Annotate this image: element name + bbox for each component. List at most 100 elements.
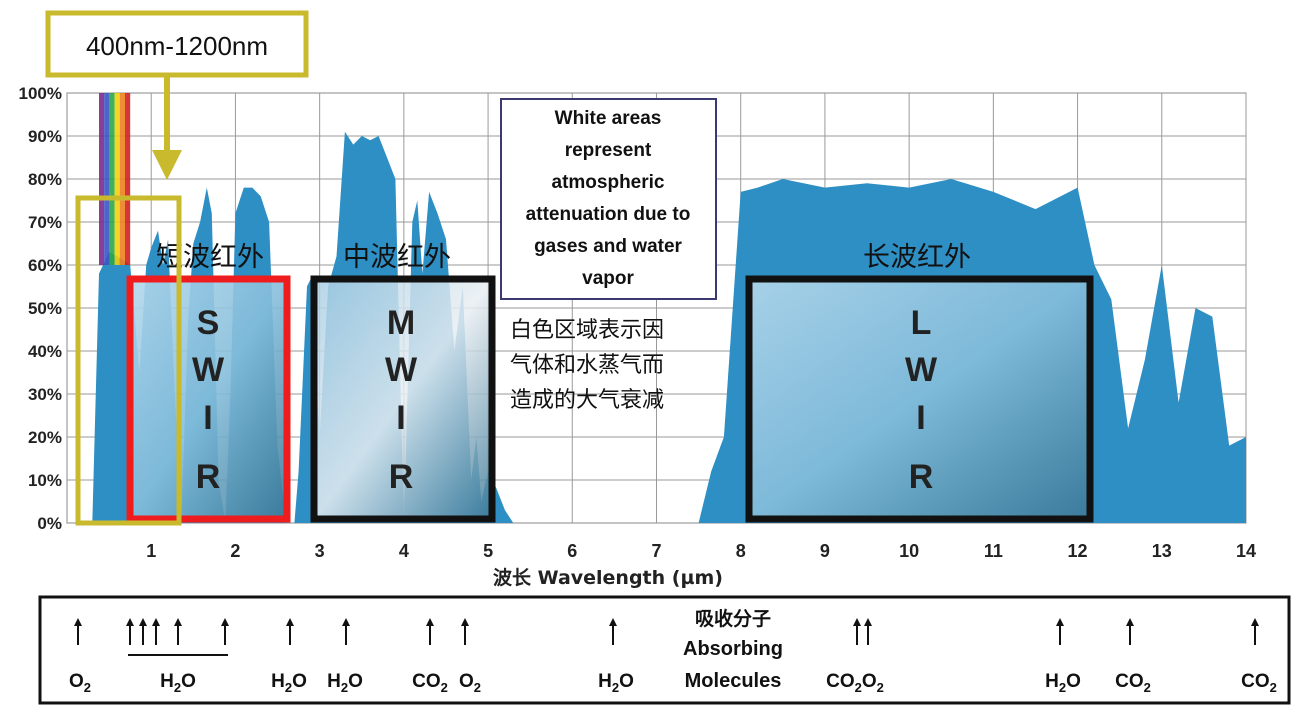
swir-region [126, 275, 291, 523]
y-axis-ticks: 0% 10% 20% 30% 40% 50% 60% 70% 80% 90% 100% [19, 84, 62, 533]
visible-range-callout: 400nm-1200nm [45, 10, 309, 526]
y-tick-label: 40% [28, 342, 62, 361]
y-tick-label: 100% [19, 84, 62, 103]
absorption-arrow-head [286, 618, 294, 626]
absorption-arrow-head [126, 618, 134, 626]
y-tick-label: 0% [37, 514, 62, 533]
lwir-letter: I [916, 399, 925, 437]
note-line: atmospheric [552, 172, 665, 193]
absorption-arrow-head [221, 618, 229, 626]
range-box [75, 195, 182, 526]
swir-letter: S [197, 304, 220, 342]
x-tick-label: 10 [899, 541, 919, 561]
y-tick-label: 90% [28, 127, 62, 146]
lwir-letter: L [911, 304, 932, 342]
note-line: gases and water [534, 236, 682, 257]
visible-stripe [119, 93, 125, 265]
visible-stripe [109, 93, 115, 265]
molecule-arrows [74, 618, 1259, 645]
y-tick-label: 50% [28, 299, 62, 318]
note-zh-line: 白色区域表示因 [510, 318, 664, 343]
absorption-arrow-head [1056, 618, 1064, 626]
molecule-label: O2 [459, 671, 481, 695]
absorption-arrow-head [1251, 618, 1259, 626]
lwir-zh-label: 长波红外 [863, 242, 971, 273]
swir-letter: W [192, 351, 225, 389]
mwir-letter: M [387, 304, 415, 342]
absorbing-title-zh: 吸收分子 [695, 607, 771, 630]
x-tick-label: 7 [651, 541, 661, 561]
absorption-arrow-head [74, 618, 82, 626]
molecule-label: H2O [1045, 671, 1081, 695]
x-tick-label: 1 [146, 541, 156, 561]
x-tick-label: 9 [820, 541, 830, 561]
absorbing-title-en: Absorbing [683, 638, 783, 660]
mwir-letter: I [396, 399, 405, 437]
swir-box [126, 275, 291, 523]
x-tick-label: 13 [1152, 541, 1172, 561]
range-label: 400nm-1200nm [86, 31, 268, 61]
x-tick-label: 12 [1068, 541, 1088, 561]
absorption-arrow-head [174, 618, 182, 626]
molecule-label: CO2 [1241, 671, 1277, 695]
absorbing-title-en: Molecules [685, 670, 782, 692]
absorption-arrow-head [152, 618, 160, 626]
range-label-box [45, 10, 309, 78]
mwir-zh-label: 中波红外 [343, 242, 451, 273]
x-tick-label: 4 [399, 541, 409, 561]
note-line: White areas [555, 108, 662, 129]
x-tick-label: 8 [736, 541, 746, 561]
absorbing-molecules-panel: O2 H2O H2O H2O CO2 O2 H2O CO2O2 H2O CO2 CO2 吸收分子 A… [38, 595, 1291, 705]
lwir-box [745, 275, 1094, 523]
visible-stripe [99, 93, 105, 265]
x-axis-label: 波长 Wavelength (µm) [493, 566, 723, 589]
y-tick-label: 70% [28, 213, 62, 232]
x-tick-label: 2 [230, 541, 240, 561]
swir-letter: R [196, 458, 221, 496]
lwir-letters: L W I R [905, 304, 938, 496]
x-axis-ticks: 1 2 3 4 5 6 7 8 9 10 11 12 13 14 [146, 541, 1256, 561]
visible-spectrum-stripes [99, 93, 131, 265]
molecule-label: CO2O2 [826, 671, 884, 695]
mwir-region [310, 275, 496, 523]
x-tick-label: 5 [483, 541, 493, 561]
x-tick-label: 6 [567, 541, 577, 561]
swir-letter: I [203, 399, 212, 437]
mwir-letter: W [385, 351, 418, 389]
swir-zh-label: 短波红外 [156, 242, 264, 273]
note-line: attenuation due to [526, 204, 691, 225]
absorption-arrow-head [139, 618, 147, 626]
x-tick-label: 14 [1236, 541, 1256, 561]
mwir-letters: M W I R [385, 304, 418, 496]
absorption-arrow-head [1126, 618, 1134, 626]
molecule-label: H2O [327, 671, 363, 695]
x-tick-label: 3 [315, 541, 325, 561]
mwir-box [310, 275, 496, 523]
y-tick-label: 20% [28, 428, 62, 447]
swir-letters: S W I R [192, 304, 225, 496]
note-box [500, 98, 717, 300]
lwir-letter: R [909, 458, 934, 496]
absorption-arrow-head [426, 618, 434, 626]
molecule-label: H2O [271, 671, 307, 695]
range-arrow-head [152, 150, 182, 180]
absorption-arrow-head [853, 618, 861, 626]
visible-stripe [104, 93, 110, 265]
y-tick-label: 80% [28, 170, 62, 189]
lwir-region [745, 275, 1094, 523]
note-zh-line: 造成的大气衰减 [510, 388, 664, 413]
molecule-label: O2 [69, 671, 91, 695]
molecule-label: CO2 [412, 671, 448, 695]
note-zh-line: 气体和水蒸气而 [510, 353, 664, 378]
visible-stripe [125, 93, 131, 265]
molecule-label: CO2 [1115, 671, 1151, 695]
note-line: represent [565, 140, 652, 161]
note-zh: 白色区域表示因 气体和水蒸气而 造成的大气衰减 [510, 318, 664, 413]
absorption-arrow-head [342, 618, 350, 626]
note-line: vapor [582, 268, 634, 289]
molecule-label: H2O [598, 671, 634, 695]
mwir-letter: R [389, 458, 414, 496]
x-tick-label: 11 [984, 541, 1003, 561]
y-tick-label: 30% [28, 385, 62, 404]
visible-stripe [114, 93, 120, 265]
